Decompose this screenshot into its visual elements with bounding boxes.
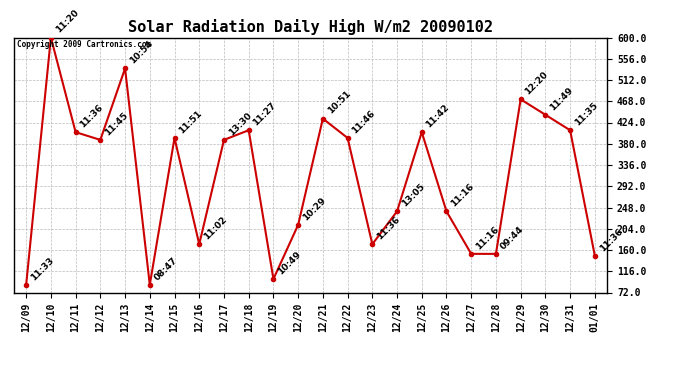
Text: 13:05: 13:05	[400, 182, 426, 209]
Text: 10:54: 10:54	[128, 39, 155, 66]
Text: 10:49: 10:49	[276, 249, 303, 276]
Text: 11:36: 11:36	[79, 103, 105, 129]
Text: 11:33: 11:33	[29, 255, 56, 282]
Text: 09:44: 09:44	[499, 224, 526, 251]
Text: 08:47: 08:47	[152, 255, 179, 282]
Text: 10:51: 10:51	[326, 89, 352, 116]
Title: Solar Radiation Daily High W/m2 20090102: Solar Radiation Daily High W/m2 20090102	[128, 19, 493, 35]
Text: 11:27: 11:27	[251, 101, 278, 128]
Text: 11:35: 11:35	[573, 101, 600, 128]
Text: 11:42: 11:42	[424, 103, 451, 129]
Text: 11:16: 11:16	[449, 182, 476, 209]
Text: 11:20: 11:20	[54, 8, 80, 35]
Text: Copyright 2009 Cartronics.com: Copyright 2009 Cartronics.com	[17, 40, 151, 49]
Text: 11:46: 11:46	[351, 108, 377, 135]
Text: 13:30: 13:30	[227, 111, 253, 137]
Text: 11:36: 11:36	[598, 226, 624, 253]
Text: 11:45: 11:45	[103, 110, 130, 137]
Text: 11:49: 11:49	[548, 85, 575, 112]
Text: 11:02: 11:02	[202, 215, 228, 242]
Text: 11:51: 11:51	[177, 109, 204, 135]
Text: 12:20: 12:20	[524, 70, 550, 96]
Text: 11:16: 11:16	[474, 225, 501, 251]
Text: 10:29: 10:29	[301, 195, 328, 222]
Text: 11:36: 11:36	[375, 215, 402, 242]
